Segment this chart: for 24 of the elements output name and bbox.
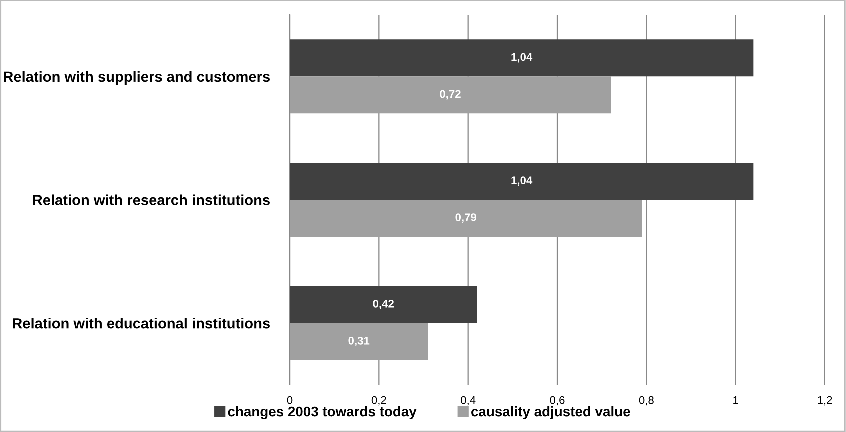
bar: [290, 163, 754, 200]
y-tick-label: Relation with educational institutions: [13, 318, 270, 329]
x-tick-label: 1,2: [818, 396, 832, 406]
bar: [290, 200, 642, 237]
bar: [290, 76, 611, 114]
data-label: 1,04: [512, 53, 533, 63]
bar: [290, 323, 428, 360]
legend-label: changes 2003 towards today: [228, 406, 417, 420]
bar: [290, 40, 754, 77]
data-label: 0,79: [456, 214, 477, 224]
y-tick-label: Relation with research institutions: [33, 194, 270, 206]
data-label: 0,31: [348, 336, 370, 346]
data-label: 0,72: [440, 90, 461, 100]
data-label: 1,04: [512, 176, 533, 186]
y-tick-label: Relation with suppliers and customers: [4, 71, 270, 85]
x-tick-label: 0,2: [372, 396, 386, 406]
x-tick-label: 0: [287, 396, 293, 404]
x-tick-label: 1: [734, 396, 738, 404]
data-label: 0,42: [373, 300, 394, 310]
x-tick-label: 0,6: [550, 396, 565, 406]
bar: [290, 286, 478, 324]
legend-label: causality adjusted value: [472, 406, 630, 420]
x-tick-label: 0,4: [461, 396, 476, 406]
x-tick-label: 0,8: [639, 396, 654, 406]
